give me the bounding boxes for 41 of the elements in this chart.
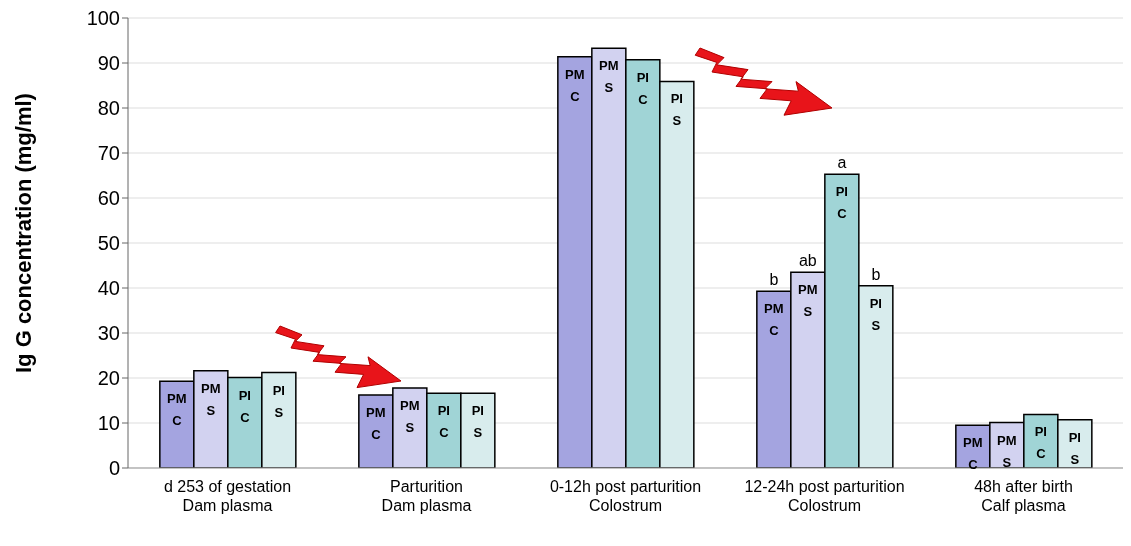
text: PI C (238, 387, 251, 425)
text: PM S (201, 380, 221, 418)
y-axis-title: Ig G concentration (mg/ml) (10, 93, 36, 373)
data-label: b (769, 271, 779, 289)
text: PM C (366, 405, 386, 443)
y-tick-label: 10 (97, 412, 120, 435)
y-tick-label: 90 (97, 52, 120, 75)
x-tick-label: 12-24h post parturition Colostrum (744, 478, 905, 514)
y-tick-label: 20 (97, 367, 120, 390)
data-label: ab (798, 252, 817, 270)
series-label: PM S (997, 432, 1017, 470)
text: PM C (167, 391, 187, 429)
text: PI C (636, 69, 649, 107)
text: PI S (272, 382, 285, 420)
y-tick-label: 70 (97, 142, 120, 165)
data-label: b (871, 265, 881, 283)
y-tick-label: 60 (97, 187, 120, 210)
y-tick-label: 40 (97, 277, 120, 300)
text: PI S (869, 295, 882, 333)
x-tick-label: 0-12h post parturition Colostrum (549, 478, 702, 514)
text: PI S (670, 91, 683, 129)
x-tick-label: Parturition Dam plasma (381, 478, 472, 514)
text: PM S (599, 58, 619, 96)
x-tick-label: d 253 of gestation Dam plasma (163, 478, 292, 514)
series-label: PI S (1068, 429, 1081, 467)
text: PM C (764, 301, 784, 339)
text: PM S (400, 397, 420, 435)
y-tick-label: 30 (97, 322, 120, 345)
series-label: PI C (1034, 424, 1047, 462)
text: PI S (471, 403, 484, 441)
text: PM S (798, 282, 818, 320)
text: PI C (835, 184, 848, 222)
y-tick-label: 80 (97, 97, 120, 120)
y-tick-label: 50 (97, 232, 120, 255)
y-tick-label: 100 (86, 7, 120, 30)
x-tick-label: 48h after birth Calf plasma (974, 478, 1073, 514)
y-tick-label: 0 (108, 457, 120, 480)
text: PI C (437, 403, 450, 441)
data-label: a (837, 154, 847, 172)
text: PM C (565, 66, 585, 104)
series-label: PM C (963, 435, 983, 473)
